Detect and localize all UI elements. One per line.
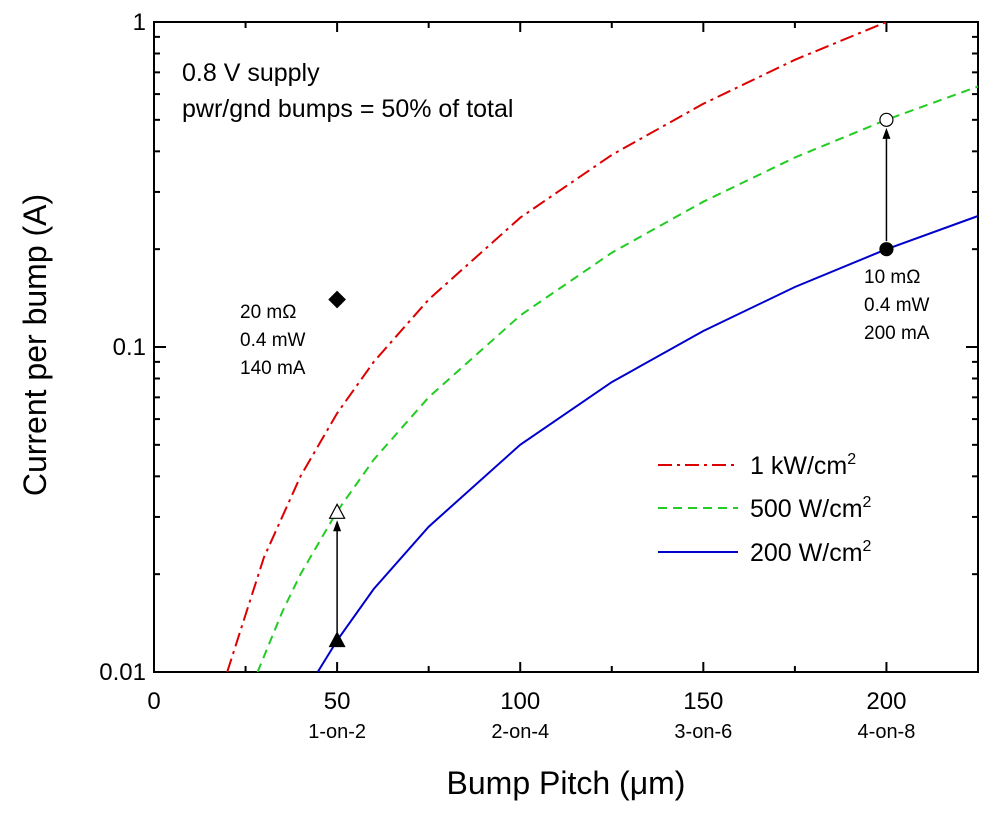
point-note-right: 10 mΩ 0.4 mW 200 mA [864,267,930,344]
point-note-right-line-2: 0.4 mW [864,295,930,316]
arrow-head [333,520,342,532]
annotation-line-2: pwr/gnd bumps = 50% of total [182,95,513,123]
point-note-right-line-3: 200 mA [864,323,930,344]
marker-circle-open [879,112,894,127]
series-layer [226,22,978,672]
x-axis-title: Bump Pitch (μm) [447,765,686,801]
x-tick-label: 100 [500,688,540,715]
point-note-left-line-2: 0.4 mW [240,330,306,351]
y-axis-title: Current per bump (A) [17,194,53,496]
x-axis: 0 50 1-on-2 100 2-on-4 150 3-on-6 200 4-on-8 [147,22,915,743]
x-tick-sublabel: 1-on-2 [308,721,366,743]
point-note-left-line-3: 140 mA [240,358,306,379]
series-line-2 [256,85,978,672]
x-tick-sublabel: 3-on-6 [674,721,732,743]
point-note-right-line-1: 10 mΩ [864,267,920,288]
x-tick-label: 200 [866,688,906,715]
marker-layer [328,112,894,648]
marker-triangle-filled [328,631,346,648]
marker-diamond [328,290,346,309]
legend-label-3: 200 W/cm2 [750,538,872,567]
annotation-line-1: 0.8 V supply [182,59,320,87]
marker-triangle-open [328,503,346,519]
y-tick-label: 0.01 [99,659,146,686]
x-tick-label: 150 [683,688,723,715]
legend: 1 kW/cm2 500 W/cm2 200 W/cm2 [658,451,872,567]
point-note-left: 20 mΩ 0.4 mW 140 mA [240,302,306,379]
y-tick-label: 1 [133,9,146,36]
legend-label-1: 1 kW/cm2 [750,451,856,480]
x-tick-sublabel: 2-on-4 [491,721,549,743]
point-note-left-line-1: 20 mΩ [240,302,296,323]
y-axis: 0.01 0.1 1 [99,9,978,686]
legend-label-2: 500 W/cm2 [750,494,872,523]
x-tick-label: 0 [147,688,160,715]
arrow-head [882,127,891,139]
y-tick-label: 0.1 [113,334,146,361]
series-line-3 [316,215,978,672]
x-tick-sublabel: 4-on-8 [858,721,916,743]
x-tick-label: 50 [324,688,351,715]
marker-circle-filled [879,242,894,257]
